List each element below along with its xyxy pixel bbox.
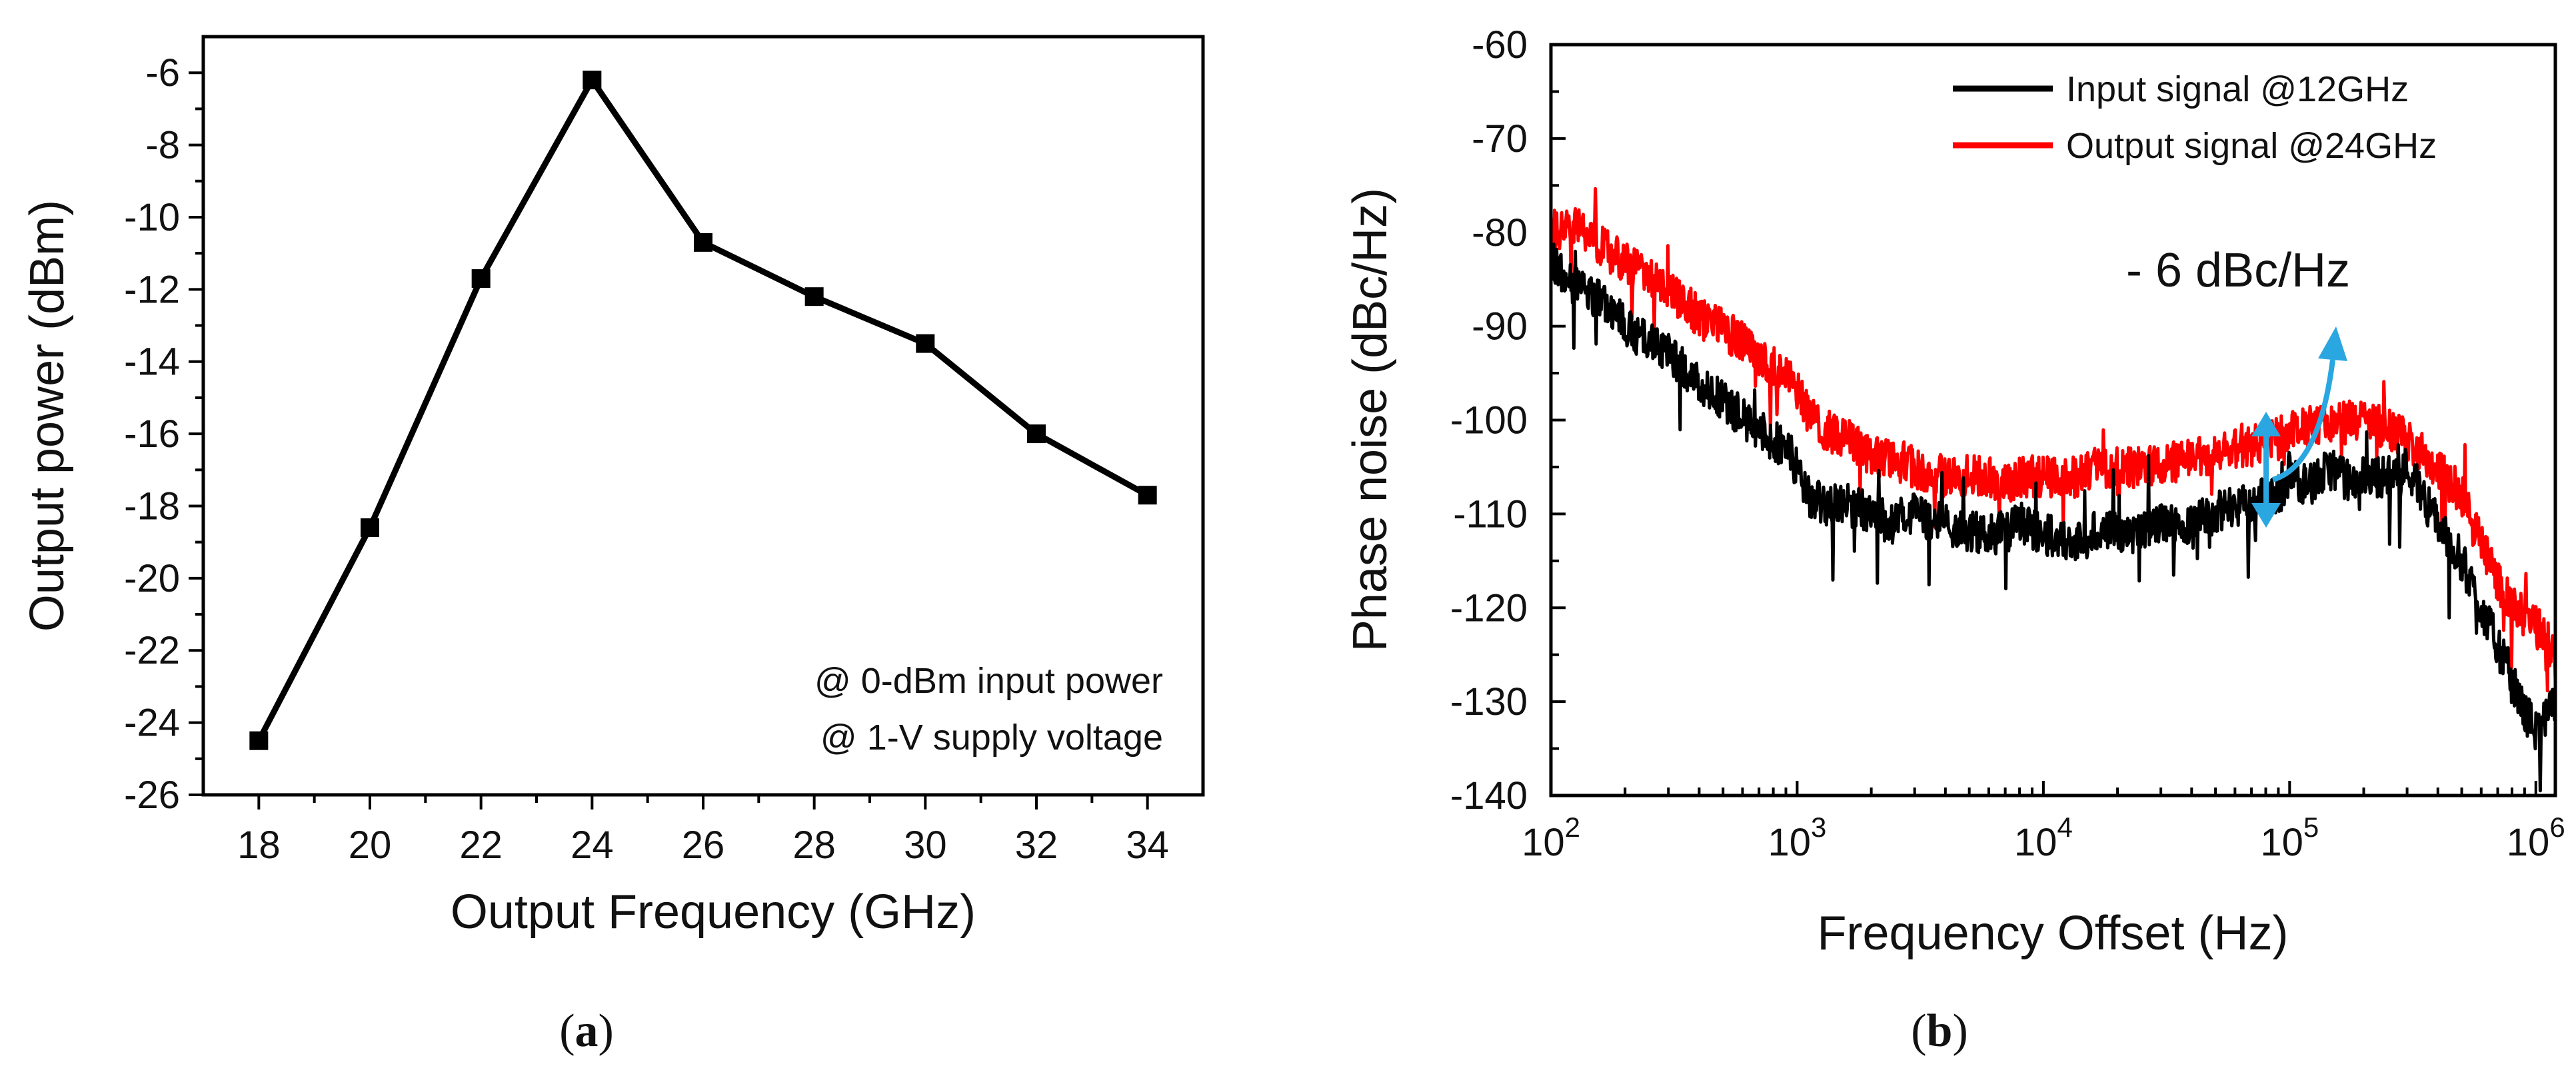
panel-b-output-signal-trace [1551, 187, 2555, 693]
panel-a-output-power-chart: 18 20 22 24 26 28 30 32 34 -26 -24 -22 -20 -18 -16 -14 -… [21, 35, 1205, 1057]
panel-a-y-tick-label: -22 [124, 629, 180, 672]
panel-b-y-tick-label: -130 [1450, 680, 1528, 724]
arrow-head-down [2251, 503, 2281, 528]
panel-b-series [1551, 187, 2555, 793]
panel-a-y-tick-label: -18 [124, 484, 180, 528]
arrow-head-up [2251, 412, 2281, 436]
panel-a-x-tick-label: 34 [1126, 823, 1169, 867]
panel-b-x-axis-title: Frequency Offset (Hz) [1818, 907, 2289, 960]
panel-a-y-tick-label: -16 [124, 412, 180, 456]
panel-a-data-point [804, 287, 824, 306]
panel-a-y-tick-label: -10 [124, 196, 180, 239]
panel-a-data-point [1138, 486, 1157, 505]
panel-a-data-point [471, 269, 491, 288]
panel-a-x-tick-label: 30 [904, 823, 947, 867]
legend-label-input-signal: Input signal @12GHz [2066, 69, 2409, 109]
panel-a-x-tick-label: 28 [792, 823, 836, 867]
panel-a-x-tick-label: 18 [237, 823, 281, 867]
panel-a-y-tick-label: -26 [124, 774, 180, 817]
panel-a-caption-letter: a [575, 1005, 599, 1057]
panel-a-series-line [256, 77, 1149, 742]
panel-b-plot-frame [1549, 43, 2557, 798]
panel-b-input-signal-trace [1551, 243, 2555, 793]
panel-b-y-tick-label: -70 [1472, 117, 1528, 161]
panel-b-caption-letter: b [1927, 1005, 1953, 1057]
panel-a-data-point [916, 334, 935, 353]
panel-a-plot-frame [201, 35, 1205, 797]
panel-a-ticks: 18 20 22 24 26 28 30 32 34 -26 -24 -22 -20 -18 -16 -14 -… [124, 51, 1169, 867]
panel-b-phase-noise-chart: -140 -130 -120 -110 -100 -90 -80 -70 -60 102 103 10… [1344, 23, 2565, 1057]
panel-b-y-tick-label: -60 [1472, 23, 1528, 67]
panel-a-data-point [583, 71, 602, 90]
panel-a-y-tick-label: -8 [145, 124, 180, 167]
panel-b-annotation-phase-noise-delta: - 6 dBc/Hz [2126, 244, 2350, 297]
panel-a-series [249, 71, 1157, 750]
panel-a-y-tick-label: -14 [124, 340, 180, 384]
panel-a-data-point [694, 233, 712, 252]
panel-a-annotation-supply-voltage: @ 1-V supply voltage [820, 718, 1163, 758]
panel-a-x-tick-label: 20 [349, 823, 392, 867]
panel-b-y-tick-label: -80 [1472, 211, 1528, 255]
panel-a-caption: (a) [559, 1005, 614, 1057]
panel-a-x-tick-label: 22 [459, 823, 503, 867]
panel-a-y-tick-label: -20 [124, 557, 180, 600]
panel-a-y-axis-title: Output power (dBm) [21, 200, 74, 632]
panel-a-x-tick-label: 32 [1015, 823, 1058, 867]
panel-b-y-tick-label: -110 [1453, 492, 1528, 536]
panel-b-y-axis-title: Phase noise (dBc/Hz) [1344, 188, 1397, 652]
panel-a-data-point [361, 518, 379, 537]
panel-b-x-tick-label: 104 [2014, 811, 2073, 864]
panel-b-caption-open: ( [1911, 1005, 1926, 1057]
panel-b-x-tick-label: 105 [2260, 811, 2319, 864]
panel-a-data-point [1027, 424, 1046, 444]
curved-arrow-head [2318, 326, 2347, 361]
curved-arrow-shaft [2271, 359, 2335, 482]
panel-b-legend: Input signal @12GHz Output signal @24GHz [1953, 69, 2437, 166]
panel-b-annotation-arrows [2251, 326, 2347, 528]
panel-b-caption-close: ) [1952, 1005, 1967, 1057]
panel-b-y-tick-label: -120 [1450, 586, 1528, 630]
panel-b-x-tick-label: 103 [1768, 811, 1826, 864]
panel-b-y-tick-label: -100 [1450, 399, 1528, 442]
panel-a-x-tick-label: 26 [682, 823, 725, 867]
panel-a-caption-open: ( [559, 1005, 575, 1057]
panel-a-data-point [249, 731, 269, 750]
panel-b-y-tick-label: -140 [1450, 774, 1528, 817]
panel-a-x-tick-label: 24 [571, 823, 614, 867]
panel-a-caption-close: ) [599, 1005, 614, 1057]
panel-b-x-tick-label: 106 [2507, 811, 2565, 864]
panel-b-x-tick-label: 102 [1522, 811, 1580, 864]
panel-a-annotation-input-power: @ 0-dBm input power [814, 661, 1163, 701]
panel-a-y-tick-label: -12 [124, 268, 180, 311]
panel-a-y-tick-label: -24 [124, 702, 180, 745]
panel-a-y-tick-label: -6 [145, 51, 180, 95]
panel-b-y-tick-label: -90 [1472, 305, 1528, 348]
panel-b-ticks: -140 -130 -120 -110 -100 -90 -80 -70 -60 102 103 10… [1450, 23, 2565, 864]
panel-a-x-axis-title: Output Frequency (GHz) [451, 885, 976, 939]
panel-b-caption: (b) [1911, 1005, 1968, 1057]
legend-label-output-signal: Output signal @24GHz [2066, 126, 2437, 166]
